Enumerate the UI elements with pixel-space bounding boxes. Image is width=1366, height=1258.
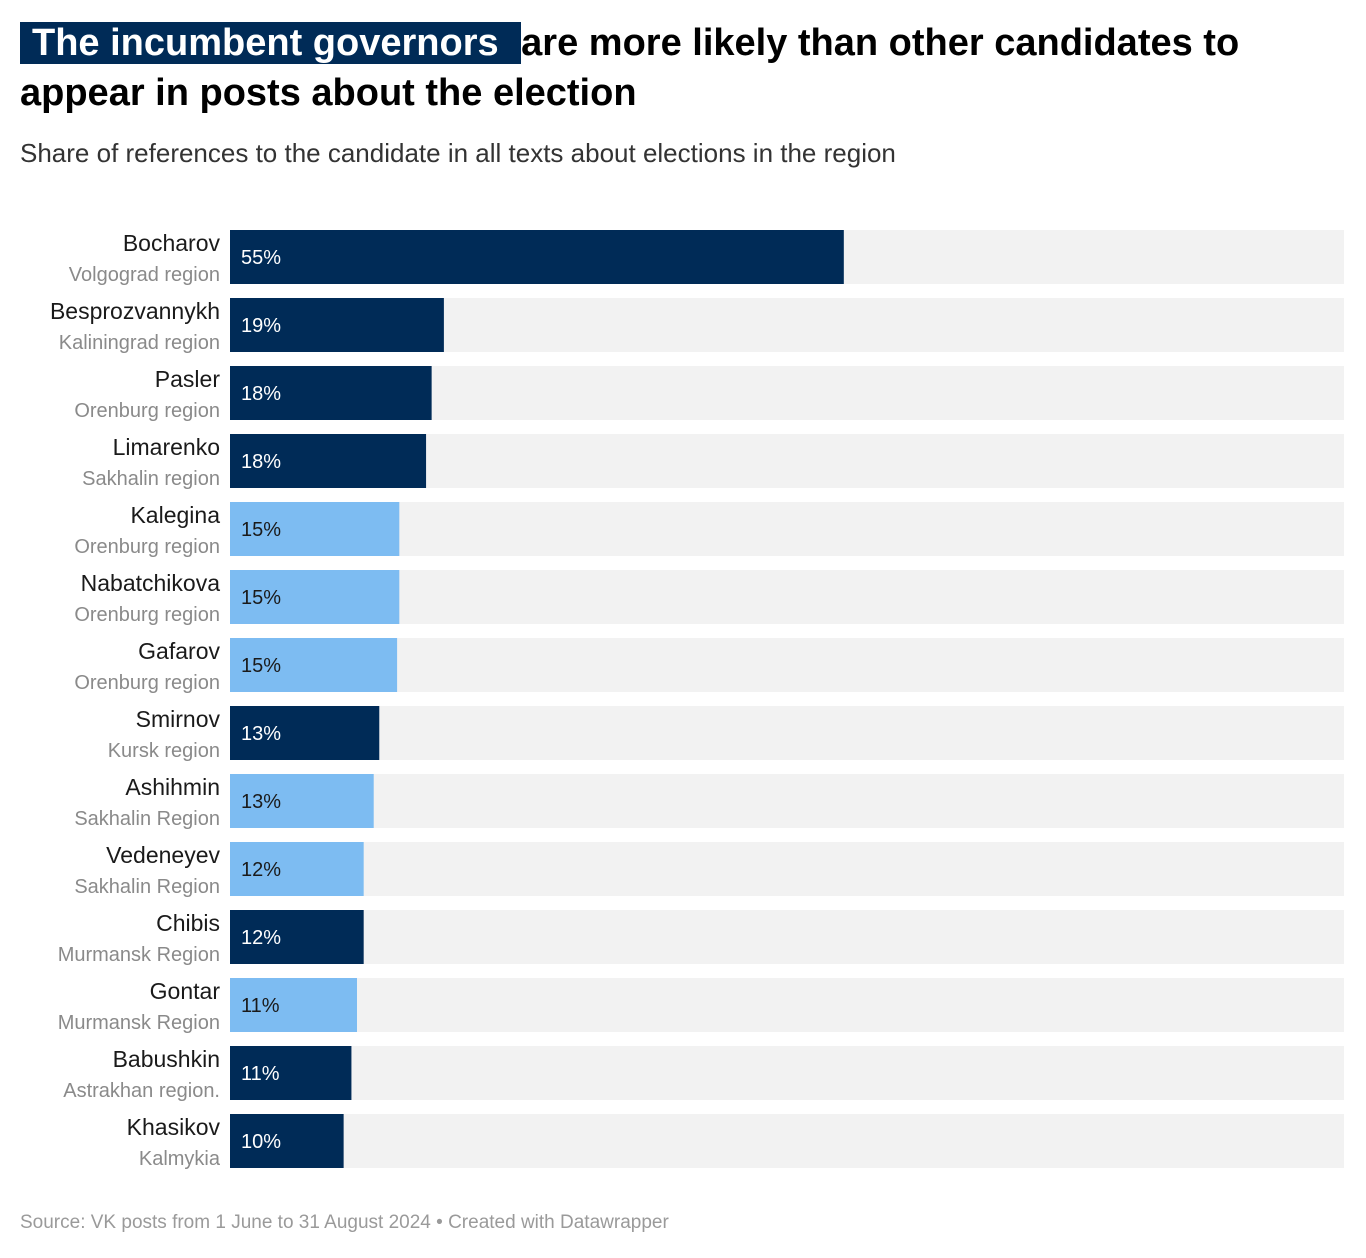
bar-background (230, 910, 1344, 964)
candidate-name: Nabatchikova (81, 570, 221, 596)
bar-row: 13% Smirnov Kursk region (108, 706, 1344, 762)
candidate-name: Gafarov (138, 638, 220, 664)
bar-background (230, 638, 1344, 692)
bar-value-label: 11% (241, 1063, 280, 1085)
candidate-name: Pasler (155, 366, 221, 392)
bar-row: 10% Khasikov Kalmykia (127, 1114, 1344, 1170)
bar-background (230, 570, 1344, 624)
candidate-name: Kalegina (130, 502, 220, 528)
bar-row: 15% Nabatchikova Orenburg region (74, 570, 1344, 626)
chart-title: The incumbent governors are more likely … (20, 18, 1350, 118)
bar-background (230, 502, 1344, 556)
bar-value-label: 11% (241, 995, 280, 1017)
candidate-name: Babushkin (113, 1046, 220, 1072)
bar-row: 18% Pasler Orenburg region (74, 366, 1344, 422)
candidate-region: Orenburg region (74, 672, 220, 694)
bar-value-label: 13% (241, 723, 281, 745)
candidate-name: Smirnov (136, 706, 221, 732)
bar-chart: 55% Bocharov Volgograd region 19% Besprozvan… (50, 230, 1344, 1170)
source-note: Source: VK posts from 1 June to 31 Augus… (20, 1212, 669, 1233)
bar-background (230, 1114, 1344, 1168)
bar (230, 434, 427, 488)
bar (230, 1114, 344, 1168)
bar (230, 978, 357, 1032)
bar-background (230, 978, 1344, 1032)
bar-value-label: 12% (241, 859, 281, 881)
candidate-region: Astrakhan region. (63, 1080, 220, 1102)
candidate-name: Chibis (156, 910, 220, 936)
bar (230, 230, 844, 284)
bar-row: 12% Chibis Murmansk Region (58, 910, 1344, 966)
bar (230, 1046, 352, 1100)
candidate-name: Ashihmin (125, 774, 220, 800)
bar-row: 12% Vedeneyev Sakhalin Region (74, 842, 1344, 898)
candidate-name: Vedeneyev (106, 842, 220, 868)
candidate-region: Sakhalin Region (74, 808, 220, 830)
bar-value-label: 15% (241, 655, 281, 677)
bar-value-label: 15% (241, 587, 281, 609)
candidate-region: Orenburg region (74, 400, 220, 422)
candidate-name: Khasikov (127, 1114, 221, 1140)
bar-value-label: 13% (241, 791, 281, 813)
candidate-region: Kalmykia (139, 1148, 221, 1170)
candidate-name: Bocharov (123, 230, 221, 256)
title-highlight: The incumbent governors (20, 22, 522, 64)
bar-row: 11% Gontar Murmansk Region (58, 978, 1344, 1034)
bar-value-label: 12% (241, 927, 281, 949)
bar-row: 55% Bocharov Volgograd region (69, 230, 1344, 286)
bar (230, 774, 374, 828)
bar-background (230, 774, 1344, 828)
bar-row: 15% Kalegina Orenburg region (74, 502, 1344, 558)
bar-background (230, 842, 1344, 896)
bar-row: 11% Babushkin Astrakhan region. (63, 1046, 1344, 1102)
candidate-region: Murmansk Region (58, 1012, 220, 1034)
bar (230, 298, 444, 352)
candidate-name: Limarenko (113, 434, 220, 460)
candidate-region: Kaliningrad region (59, 332, 220, 354)
bar-value-label: 55% (241, 247, 281, 269)
candidate-name: Gontar (150, 978, 221, 1004)
candidate-region: Orenburg region (74, 536, 220, 558)
bar (230, 638, 398, 692)
candidate-region: Volgograd region (69, 264, 220, 286)
title-rest: are more likely than other candidates to… (20, 22, 1240, 114)
bar (230, 366, 432, 420)
bar-value-label: 18% (241, 383, 281, 405)
bar (230, 842, 364, 896)
bar (230, 570, 400, 624)
bar (230, 910, 364, 964)
candidate-region: Kursk region (108, 740, 220, 762)
bar (230, 502, 400, 556)
bar (230, 706, 380, 760)
bar-value-label: 18% (241, 451, 281, 473)
bar-value-label: 10% (241, 1131, 281, 1153)
bar-background (230, 1046, 1344, 1100)
candidate-region: Orenburg region (74, 604, 220, 626)
bar-row: 19% Besprozvannykh Kaliningrad region (50, 298, 1344, 354)
bar-value-label: 15% (241, 519, 281, 541)
bar-value-label: 19% (241, 315, 281, 337)
bar-row: 18% Limarenko Sakhalin region (82, 434, 1344, 490)
candidate-region: Sakhalin Region (74, 876, 220, 898)
bar-row: 13% Ashihmin Sakhalin Region (74, 774, 1344, 830)
bar-row: 15% Gafarov Orenburg region (74, 638, 1344, 694)
candidate-region: Sakhalin region (82, 468, 220, 490)
candidate-region: Murmansk Region (58, 944, 220, 966)
candidate-name: Besprozvannykh (50, 298, 220, 324)
bar-background (230, 706, 1344, 760)
chart-subtitle: Share of references to the candidate in … (20, 138, 896, 168)
